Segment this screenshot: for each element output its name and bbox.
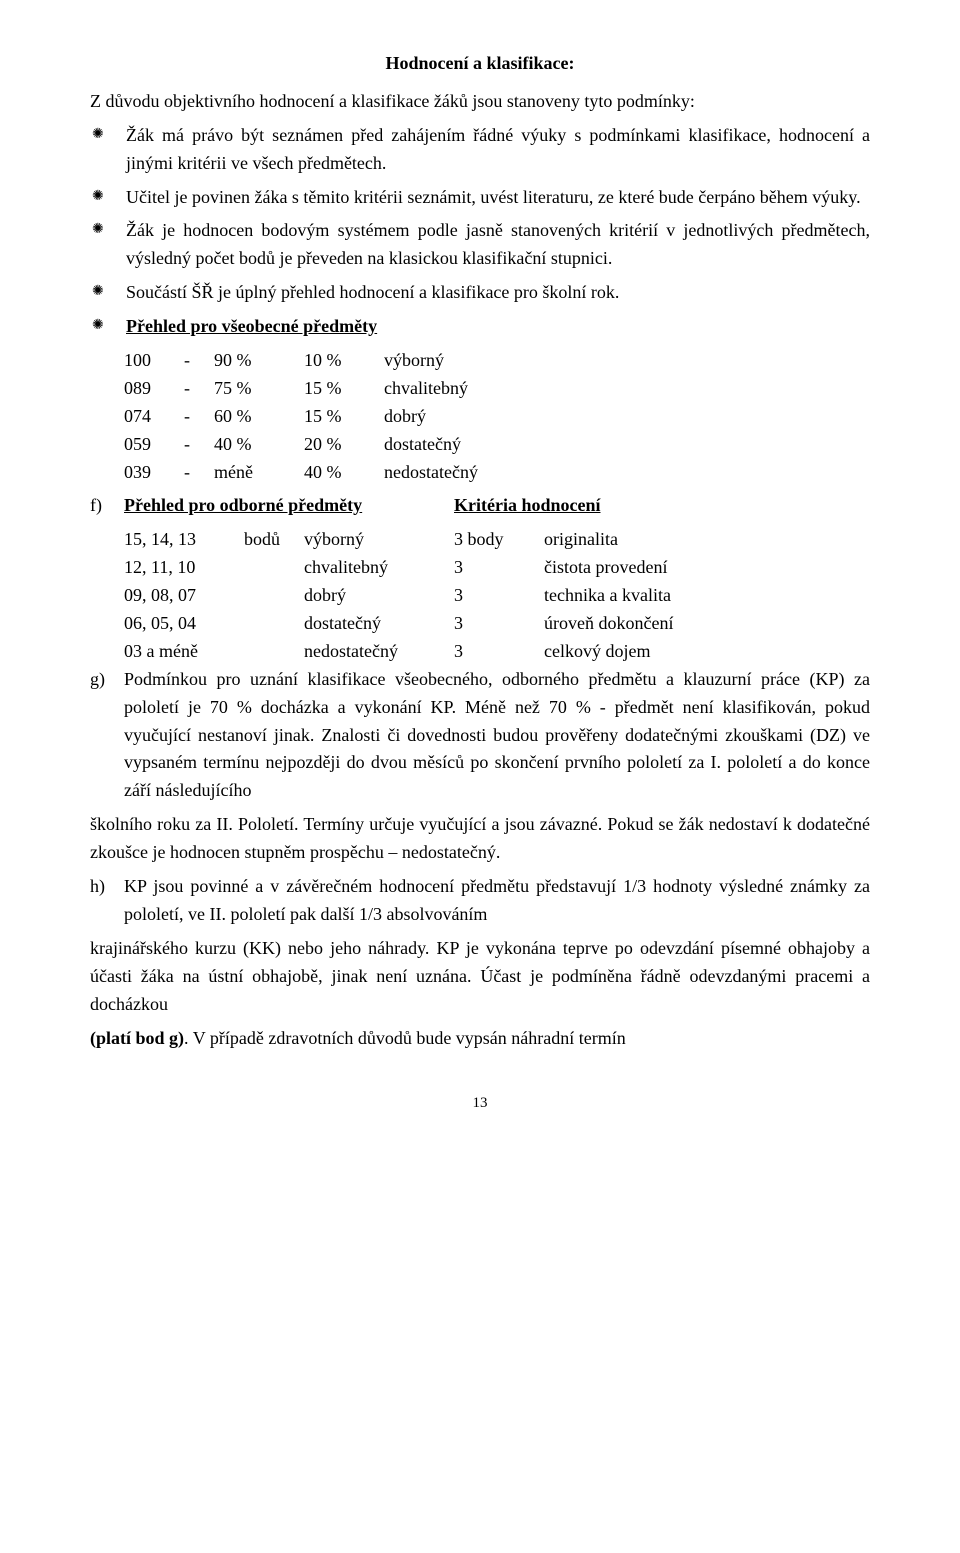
cell: 3 body — [454, 526, 544, 554]
f-heading-left: Přehled pro odborné předměty — [124, 492, 454, 520]
general-grade-table: 100 - 90 % 10 % výborný 089 - 75 % 15 % … — [124, 347, 870, 486]
section-h: h) KP jsou povinné a v závěrečném hodnoc… — [90, 873, 870, 929]
cell: 40 % — [214, 431, 304, 459]
cell: 15, 14, 13 — [124, 526, 244, 554]
cell: čistota provedení — [544, 554, 870, 582]
table-row: 074 - 60 % 15 % dobrý — [124, 403, 870, 431]
cell: 059 — [124, 431, 184, 459]
cell: bodů — [244, 526, 304, 554]
cell — [244, 638, 304, 666]
criteria-table: 15, 14, 13 bodů výborný 3 body originali… — [90, 526, 870, 665]
intro-paragraph: Z důvodu objektivního hodnocení a klasif… — [90, 88, 870, 116]
bold-ref: (platí bod g) — [90, 1028, 184, 1048]
bullet-item: ✺ Žák je hodnocen bodovým systémem podle… — [90, 217, 870, 273]
cell: - — [184, 459, 214, 487]
fleur-icon: ✺ — [90, 217, 126, 244]
bullet-item: ✺ Součástí ŠŘ je úplný přehled hodnocení… — [90, 279, 870, 307]
table-row: 100 - 90 % 10 % výborný — [124, 347, 870, 375]
bullet-text: Učitel je povinen žáka s těmito kritérii… — [126, 184, 870, 212]
cell: 75 % — [214, 375, 304, 403]
cell: - — [184, 403, 214, 431]
fleur-icon: ✺ — [90, 313, 126, 340]
cell — [244, 610, 304, 638]
table-row: 06, 05, 04 dostatečný 3 úroveň dokončení — [124, 610, 870, 638]
table-row: 03 a méně nedostatečný 3 celkový dojem — [124, 638, 870, 666]
cell: 09, 08, 07 — [124, 582, 244, 610]
bullet-item: ✺ Učitel je povinen žáka s těmito kritér… — [90, 184, 870, 212]
bullet-text: Součástí ŠŘ je úplný přehled hodnocení a… — [126, 279, 870, 307]
fleur-icon: ✺ — [90, 122, 126, 149]
cell: 60 % — [214, 403, 304, 431]
cell: 40 % — [304, 459, 384, 487]
table-row: 09, 08, 07 dobrý 3 technika a kvalita — [124, 582, 870, 610]
cell: výborný — [384, 347, 870, 375]
bullet-item: ✺ Žák má právo být seznámen před zahájen… — [90, 122, 870, 178]
cell: 3 — [454, 582, 544, 610]
cell: 20 % — [304, 431, 384, 459]
cell: nedostatečný — [304, 638, 454, 666]
general-heading: Přehled pro všeobecné předměty — [126, 313, 870, 341]
section-f-body: Přehled pro odborné předměty Kritéria ho… — [124, 492, 870, 520]
cell: 90 % — [214, 347, 304, 375]
table-row: 12, 11, 10 chvalitebný 3 čistota provede… — [124, 554, 870, 582]
cell: dostatečný — [384, 431, 870, 459]
cell: 06, 05, 04 — [124, 610, 244, 638]
letter-f: f) — [90, 492, 124, 520]
fleur-icon: ✺ — [90, 279, 126, 306]
cell: dostatečný — [304, 610, 454, 638]
fleur-icon: ✺ — [90, 184, 126, 211]
cell: úroveň dokončení — [544, 610, 870, 638]
cell: chvalitebný — [384, 375, 870, 403]
section-g: g) Podmínkou pro uznání klasifikace všeo… — [90, 666, 870, 805]
cell: - — [184, 347, 214, 375]
cell: chvalitebný — [304, 554, 454, 582]
section-g-continued: školního roku za II. Pololetí. Termíny u… — [90, 811, 870, 867]
table-row: 15, 14, 13 bodů výborný 3 body originali… — [124, 526, 870, 554]
h-rest: . V případě zdravotních důvodů bude vyps… — [184, 1028, 626, 1048]
cell: výborný — [304, 526, 454, 554]
cell: 12, 11, 10 — [124, 554, 244, 582]
section-h-body: KP jsou povinné a v závěrečném hodnocení… — [124, 873, 870, 929]
cell: 3 — [454, 554, 544, 582]
table-row: 089 - 75 % 15 % chvalitebný — [124, 375, 870, 403]
section-h-continued-1: krajinářského kurzu (KK) nebo jeho náhra… — [90, 935, 870, 1019]
cell: nedostatečný — [384, 459, 870, 487]
cell: 03 a méně — [124, 638, 244, 666]
bullet-item: ✺ Přehled pro všeobecné předměty — [90, 313, 870, 341]
cell: dobrý — [384, 403, 870, 431]
cell: méně — [214, 459, 304, 487]
bullet-list: ✺ Žák má právo být seznámen před zahájen… — [90, 122, 870, 341]
section-g-body: Podmínkou pro uznání klasifikace všeobec… — [124, 666, 870, 805]
page-container: Hodnocení a klasifikace: Z důvodu objekt… — [0, 0, 960, 1156]
letter-h: h) — [90, 873, 124, 901]
cell: technika a kvalita — [544, 582, 870, 610]
section-f: f) Přehled pro odborné předměty Kritéria… — [90, 492, 870, 520]
cell: - — [184, 375, 214, 403]
cell: 074 — [124, 403, 184, 431]
cell: 100 — [124, 347, 184, 375]
cell: 10 % — [304, 347, 384, 375]
cell: 039 — [124, 459, 184, 487]
table-row: 039 - méně 40 % nedostatečný — [124, 459, 870, 487]
section-h-continued-2: (platí bod g). V případě zdravotních dův… — [90, 1025, 870, 1053]
bullet-text: Žák je hodnocen bodovým systémem podle j… — [126, 217, 870, 273]
cell: - — [184, 431, 214, 459]
cell: originalita — [544, 526, 870, 554]
cell: celkový dojem — [544, 638, 870, 666]
cell: dobrý — [304, 582, 454, 610]
cell: 15 % — [304, 375, 384, 403]
page-number: 13 — [90, 1092, 870, 1115]
bullet-text: Žák má právo být seznámen před zahájením… — [126, 122, 870, 178]
cell: 089 — [124, 375, 184, 403]
table-row: 059 - 40 % 20 % dostatečný — [124, 431, 870, 459]
cell: 3 — [454, 610, 544, 638]
cell — [244, 582, 304, 610]
cell: 3 — [454, 638, 544, 666]
page-title: Hodnocení a klasifikace: — [90, 50, 870, 78]
cell: 15 % — [304, 403, 384, 431]
letter-g: g) — [90, 666, 124, 694]
f-heading-right: Kritéria hodnocení — [454, 492, 601, 520]
cell — [244, 554, 304, 582]
